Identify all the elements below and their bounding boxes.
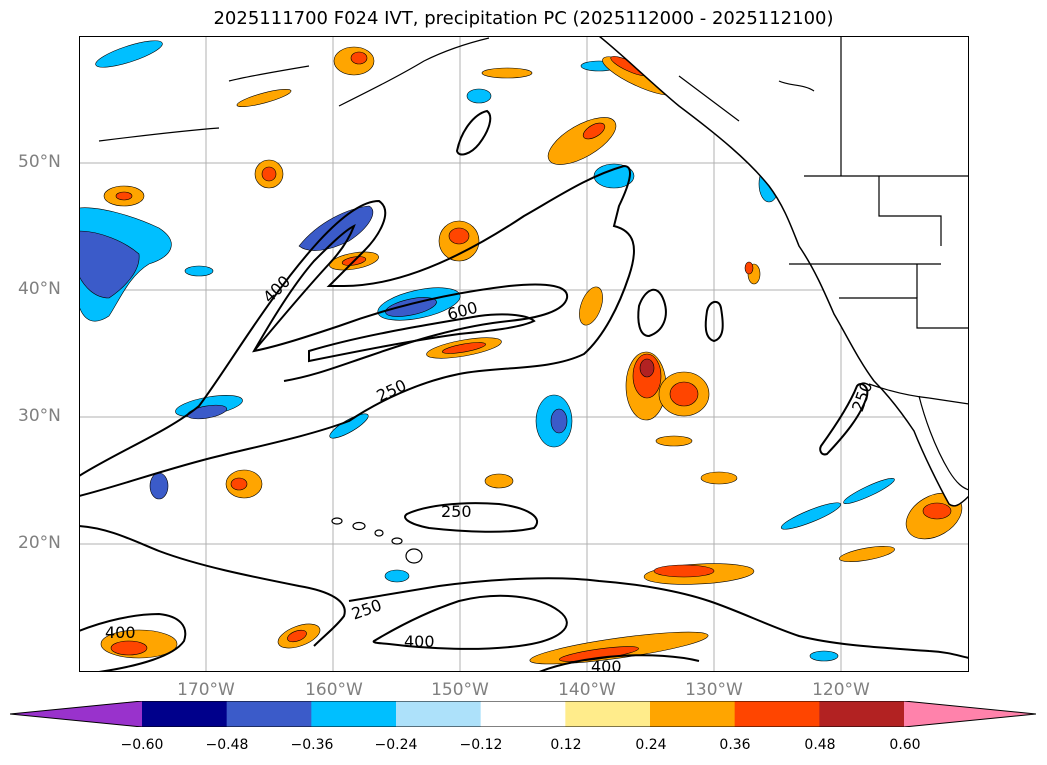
ivt-contours bbox=[79, 109, 969, 672]
ivt-contour-400-south-center bbox=[372, 594, 568, 650]
ivt-contour-400-southwest bbox=[79, 612, 187, 672]
lon-label-120w: 120°W bbox=[812, 680, 870, 700]
colorbar-segments bbox=[10, 701, 1036, 727]
lon-label-150w: 150°W bbox=[431, 680, 489, 700]
ivt-contour-250-north-small bbox=[455, 109, 492, 156]
lon-label-140w: 140°W bbox=[558, 680, 616, 700]
map-title: 2025111700 F024 IVT, precipitation PC (2… bbox=[213, 8, 834, 29]
lat-label-30n: 30°N bbox=[18, 406, 61, 426]
colorbar-segment bbox=[142, 701, 228, 727]
colorbar-segment bbox=[311, 701, 397, 727]
contour-label-400-a: 400 bbox=[105, 623, 136, 642]
lon-label-130w: 130°W bbox=[685, 680, 743, 700]
colorbar-segment bbox=[565, 701, 651, 727]
contour-label-400-b: 400 bbox=[404, 632, 435, 651]
ivt-contour-250-center bbox=[404, 502, 538, 533]
contour-label-400-c: 400 bbox=[591, 657, 622, 672]
ivt-contour-250-coast bbox=[819, 383, 869, 456]
colorbar-tick-label: 0.36 bbox=[719, 737, 751, 753]
colorbar-tick-label: −0.24 bbox=[374, 737, 418, 753]
contour-label-250-c: 250 bbox=[441, 502, 472, 521]
colorbar-tick-label: −0.12 bbox=[459, 737, 503, 753]
colorbar-segment bbox=[650, 701, 736, 727]
colorbar-tick-label: 0.60 bbox=[889, 737, 921, 753]
political-boundaries bbox=[789, 36, 969, 405]
hawaiian-islands bbox=[331, 517, 423, 564]
colorbar-tick-label: 0.24 bbox=[635, 737, 667, 753]
precip-negative-areas bbox=[79, 40, 969, 662]
ivt-contour-250-north bbox=[79, 164, 635, 497]
colorbar-segment bbox=[10, 701, 142, 727]
map-frame bbox=[79, 36, 969, 672]
colorbar-tick-label: 0.12 bbox=[550, 737, 582, 753]
alaska-coast bbox=[98, 37, 815, 142]
colorbar-segment bbox=[734, 701, 820, 727]
ivt-contour-250-south-east bbox=[348, 577, 969, 659]
colorbar-tick-label: −0.60 bbox=[120, 737, 164, 753]
ivt-contour-250-south bbox=[79, 525, 346, 647]
map-panel: 400 600 250 250 250 250 400 400 400 bbox=[79, 36, 969, 672]
colorbar-segment bbox=[480, 701, 566, 727]
ivt-contour-600 bbox=[308, 313, 536, 363]
ivt-contour-400-south-east bbox=[538, 654, 700, 672]
colorbar-tick-label: −0.48 bbox=[205, 737, 249, 753]
colorbar-tick-label: 0.48 bbox=[804, 737, 836, 753]
ivt-contour-400 bbox=[252, 223, 569, 382]
colorbar-segment bbox=[226, 701, 312, 727]
ivt-contour-250-east2 bbox=[704, 300, 724, 343]
colorbar bbox=[10, 701, 1036, 727]
colorbar-segment bbox=[904, 701, 1036, 727]
lat-label-50n: 50°N bbox=[18, 152, 61, 172]
north-america-landmass bbox=[597, 36, 969, 507]
baja-peninsula bbox=[918, 395, 969, 491]
colorbar-segment bbox=[819, 701, 905, 727]
colorbar-segment bbox=[396, 701, 482, 727]
lon-label-160w: 160°W bbox=[305, 680, 363, 700]
ivt-contour-250-east bbox=[637, 288, 667, 338]
lat-label-40n: 40°N bbox=[18, 279, 61, 299]
lon-label-170w: 170°W bbox=[177, 680, 235, 700]
lat-label-20n: 20°N bbox=[18, 533, 61, 553]
colorbar-tick-label: −0.36 bbox=[290, 737, 334, 753]
